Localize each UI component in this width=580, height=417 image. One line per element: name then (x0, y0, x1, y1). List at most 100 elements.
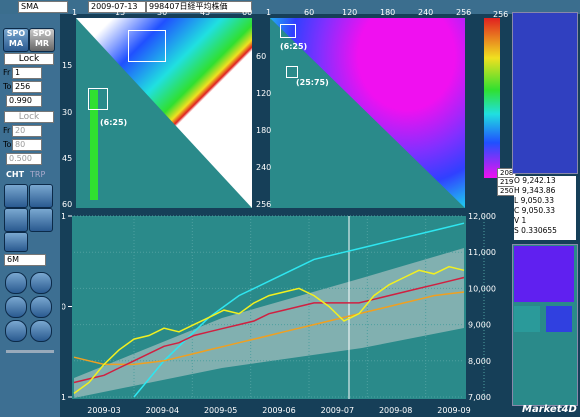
lock-button[interactable]: Lock (4, 53, 54, 65)
series-line (73, 291, 465, 366)
y-tick-label: 8,000 (468, 357, 491, 366)
spo-ma-button[interactable]: SPO MA (3, 28, 29, 52)
top-tick-label: 240 (418, 8, 434, 17)
series-line (133, 222, 465, 398)
ratio-field[interactable]: 0.990 (6, 95, 42, 107)
top-tick-label: 1 (266, 8, 272, 17)
brand: Market4D (522, 404, 577, 415)
from-field[interactable]: 1 (12, 67, 42, 79)
left-tick-label: 240 (256, 163, 272, 172)
tool-button[interactable] (29, 208, 53, 232)
label: To (3, 82, 12, 91)
lock-button[interactable]: Lock (4, 111, 54, 123)
x-tick-label: 2009-06 (262, 406, 295, 415)
colorbar-label: 256 (493, 10, 509, 19)
top-tick-label: 120 (342, 8, 358, 17)
play-button[interactable] (30, 320, 52, 342)
label: SPO (6, 29, 26, 38)
label: MR (34, 39, 50, 48)
left-tick-label: 1 (62, 212, 66, 221)
x-tick-label: 2009-05 (204, 406, 237, 415)
top-tick-label: 15 (115, 8, 126, 17)
left-tick-label: 256 (256, 200, 272, 209)
y-tick-label: 11,000 (468, 248, 496, 257)
left-tick-label: 120 (256, 89, 272, 98)
label: SPO (32, 29, 52, 38)
label: Fr (3, 68, 11, 77)
annotation: (6:25) (280, 42, 308, 51)
selection-box (128, 30, 166, 62)
selection-box (286, 66, 298, 78)
colorbar (484, 18, 500, 178)
slider[interactable] (6, 350, 54, 353)
x-tick-label: 2009-04 (146, 406, 179, 415)
to-field[interactable]: 80 (12, 139, 42, 151)
preview-cell (514, 306, 540, 332)
left-tick-label: 0 (62, 303, 66, 312)
play-button[interactable] (5, 296, 27, 318)
tool-button[interactable] (4, 208, 28, 232)
left-tick-label: -1 (62, 393, 66, 402)
selection-box (280, 24, 296, 38)
info-box: O 9,242.13 H 9,343.86 L 9,050.33 C 9,050.33… (514, 176, 576, 240)
tool-button[interactable] (4, 232, 28, 252)
tab[interactable]: CHT (6, 170, 25, 179)
y-tick-label: 12,000 (468, 212, 496, 221)
date-field[interactable]: 2009-07-13 (88, 1, 146, 13)
to-field[interactable]: 256 (12, 81, 42, 93)
play-button[interactable] (30, 296, 52, 318)
fan-band (74, 248, 464, 398)
top-tick-label: 256 (456, 8, 472, 17)
info-line: V 1 (514, 216, 527, 225)
spo-mr-button[interactable]: SPO MR (29, 28, 55, 52)
label: MA (8, 39, 24, 48)
play-button[interactable] (5, 272, 27, 294)
play-button[interactable] (30, 272, 52, 294)
y-tick-label: 9,000 (468, 321, 491, 330)
selection-box (88, 88, 108, 110)
x-tick-label: 2009-03 (87, 406, 120, 415)
label: To (3, 140, 12, 149)
info-line: L 9,050.33 (514, 196, 554, 205)
top-tick-label: 30 (157, 8, 168, 17)
x-tick-label: 2009-08 (379, 406, 412, 415)
left-tick-label: 30 (62, 108, 73, 117)
period-select[interactable]: 6M (4, 254, 46, 266)
tool-button[interactable] (4, 184, 28, 208)
left-tick-label: 60 (256, 52, 267, 61)
top-tick-label: 1 (72, 8, 78, 17)
x-tick-label: 2009-07 (321, 406, 354, 415)
top-tick-label: 60 (304, 8, 315, 17)
y-tick-label: 7,000 (468, 393, 491, 402)
annotation: (25:75) (296, 78, 329, 87)
preview-cell (514, 246, 574, 302)
series-line (73, 265, 465, 395)
info-line: C 9,050.33 (514, 206, 556, 215)
preview-panel (512, 12, 578, 174)
info-line: S 0.330655 (514, 226, 557, 235)
ratio-field[interactable]: 0.500 (6, 153, 42, 165)
left-tick-label: 45 (62, 154, 73, 163)
top-tick-label: 60 (242, 8, 253, 17)
left-tick-label: 180 (256, 126, 272, 135)
y-tick-label: 10,000 (468, 284, 496, 293)
info-line: H 9,343.86 (514, 186, 556, 195)
series-line (73, 276, 465, 384)
left-tick-label: 60 (62, 200, 73, 209)
price-chart: 12,000 11,000 10,000 9,000 8,000 7,000 1 0 -1 200… (62, 212, 496, 415)
top-tick-label: 45 (200, 8, 211, 17)
x-tick-label: 2009-09 (437, 406, 470, 415)
top-tick-label: 180 (380, 8, 396, 17)
preview-cell (546, 306, 572, 332)
indicator-select[interactable]: SMA (18, 1, 68, 13)
left-tick-label: 15 (62, 61, 73, 70)
play-button[interactable] (5, 320, 27, 342)
from-field[interactable]: 20 (12, 125, 42, 137)
tab[interactable]: TRP (30, 170, 46, 179)
tool-button[interactable] (29, 184, 53, 208)
heatmap-cells (90, 90, 98, 200)
label: Fr (3, 126, 11, 135)
symbol-field[interactable]: 998407日経平均株価 (146, 1, 252, 13)
annotation: (6:25) (100, 118, 128, 127)
